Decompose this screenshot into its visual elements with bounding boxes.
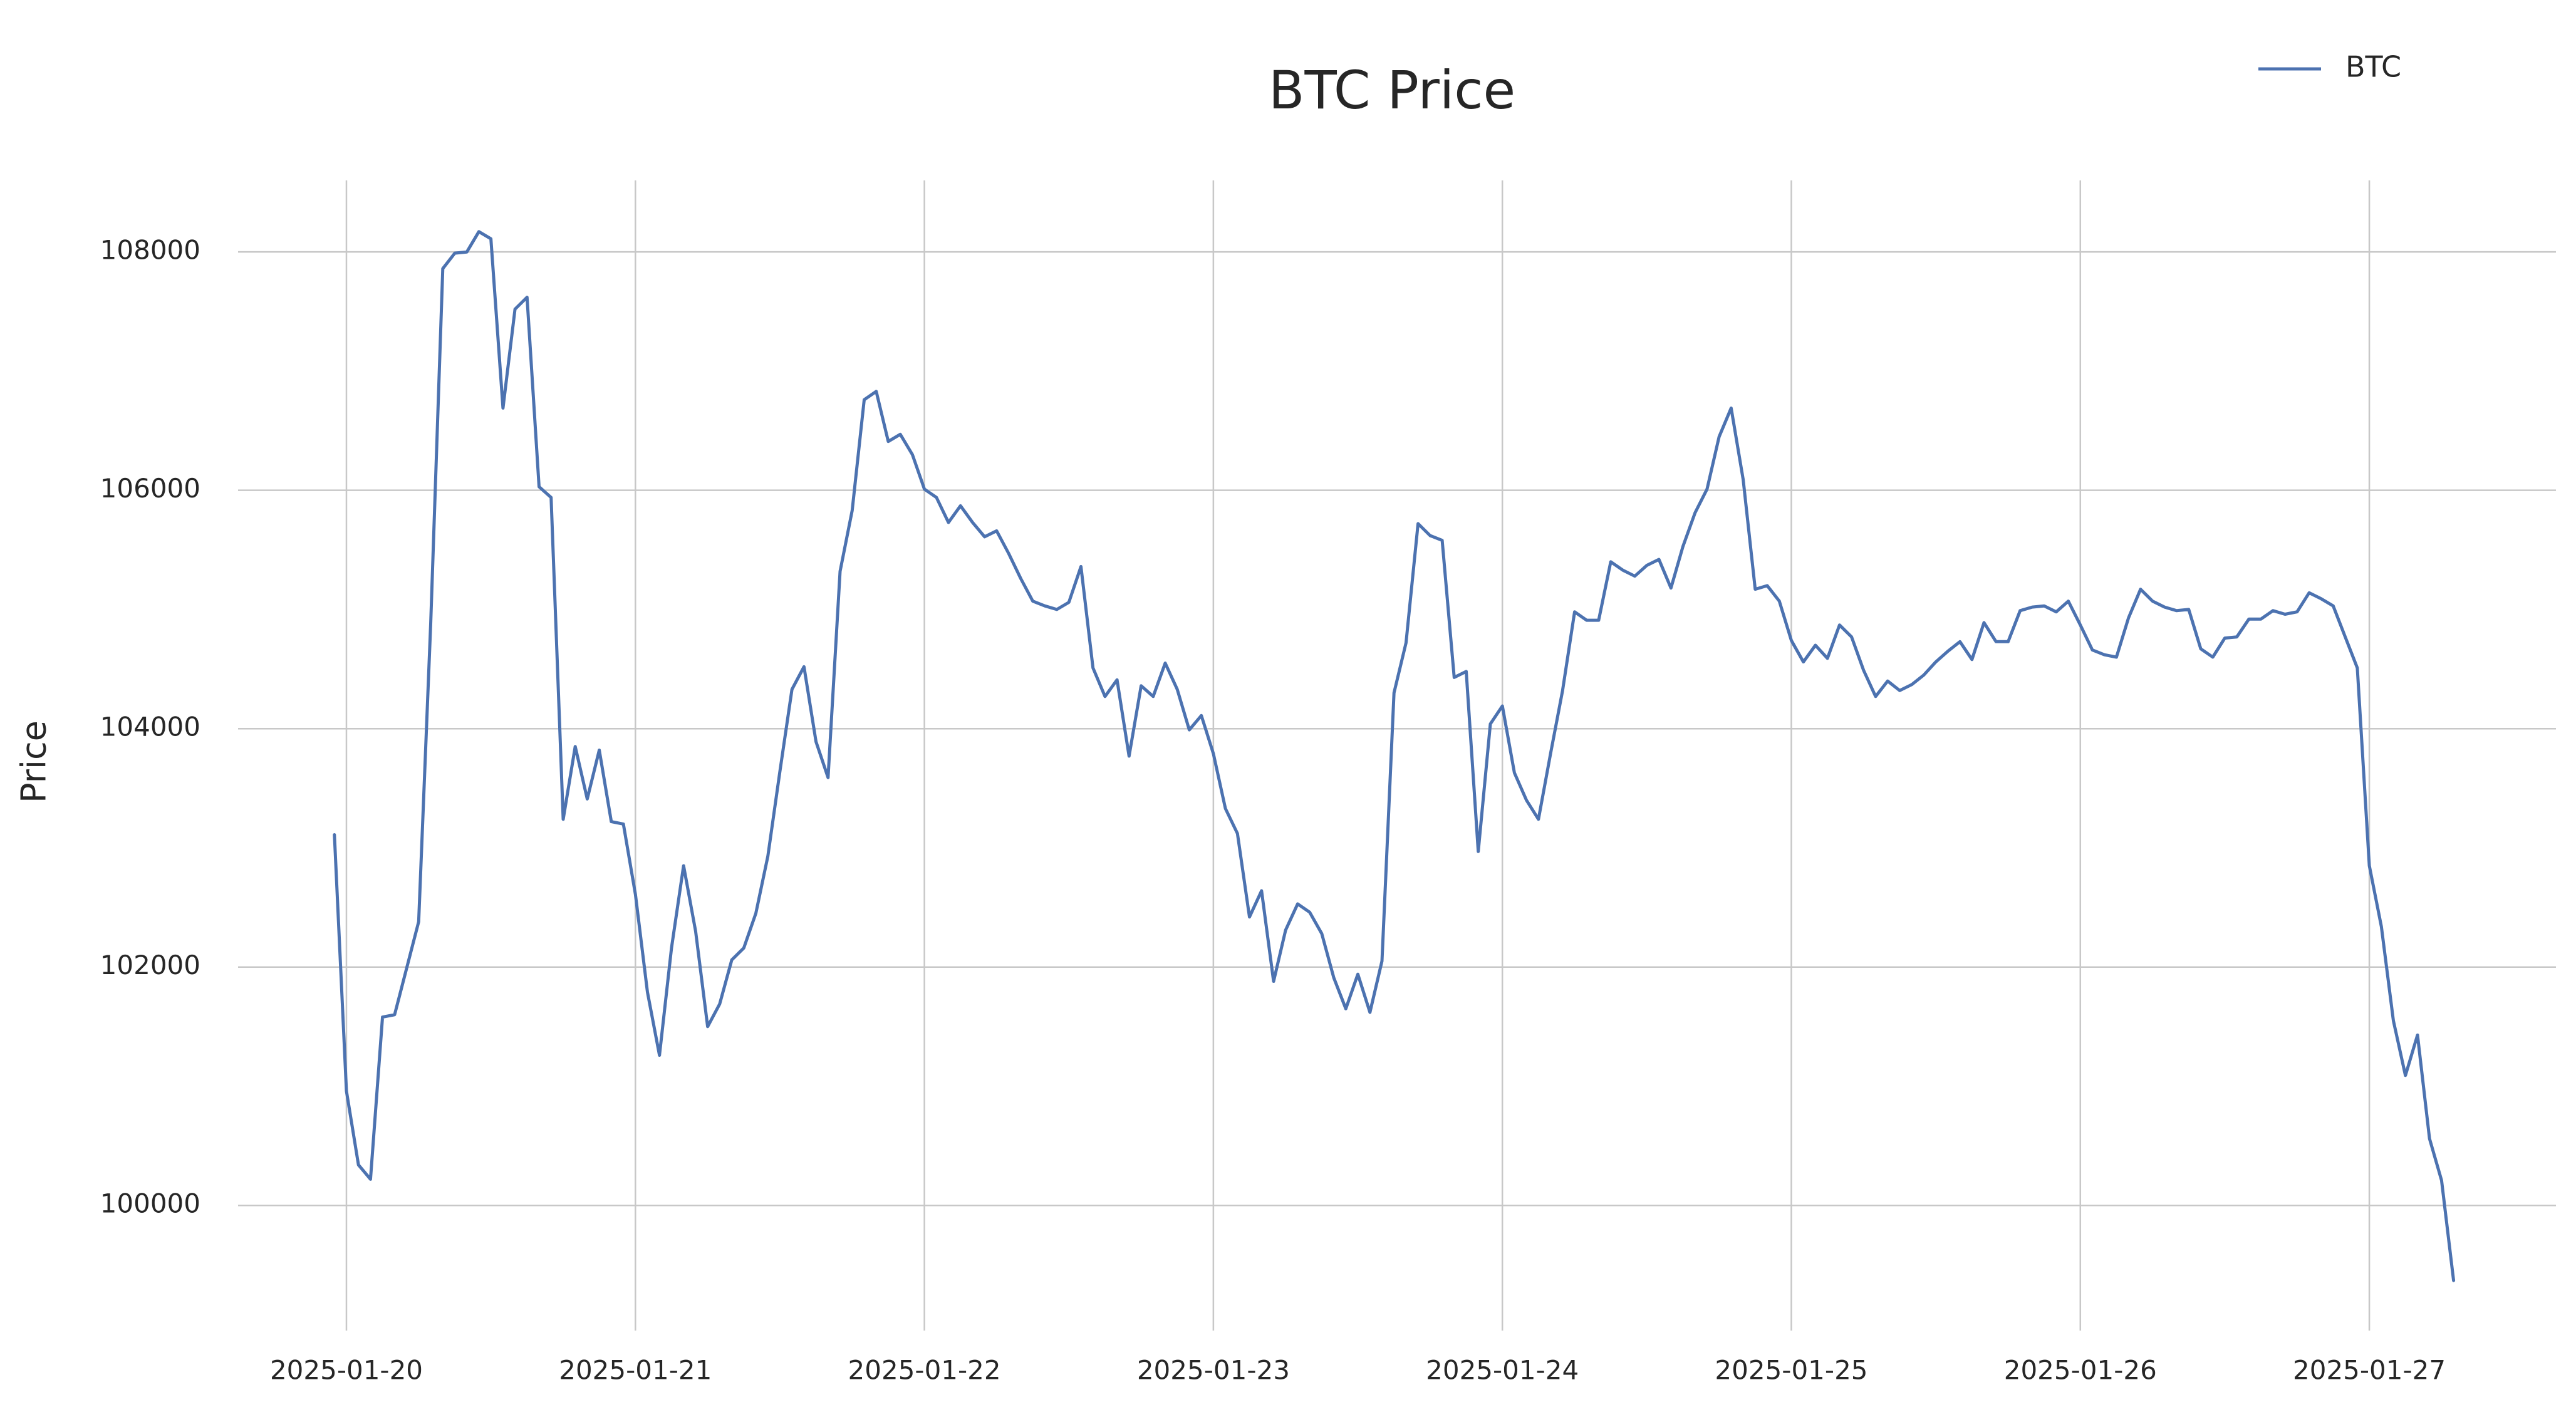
y-tick-label: 106000 <box>100 473 200 504</box>
x-tick-label: 2025-01-24 <box>1426 1355 1579 1386</box>
price-line <box>333 230 2456 1282</box>
x-tick-label: 2025-01-26 <box>2004 1355 2157 1386</box>
plot <box>333 230 2456 1282</box>
y-tick-label: 100000 <box>100 1188 200 1219</box>
chart-title: BTC Price <box>1269 60 1515 121</box>
x-tick-label: 2025-01-23 <box>1137 1355 1290 1386</box>
y-tick-label: 102000 <box>100 950 200 980</box>
y-axis-label: Price <box>14 720 54 803</box>
grid: 100000 102000 104000 106000 108000 2025-01-20… <box>100 180 2556 1386</box>
y-tick-label: 108000 <box>100 235 200 266</box>
legend: BTC <box>2258 50 2401 84</box>
x-tick-label: 2025-01-21 <box>559 1355 712 1386</box>
x-tick-label: 2025-01-22 <box>848 1355 1001 1386</box>
y-tick-label: 104000 <box>100 712 200 742</box>
x-tick-label: 2025-01-25 <box>1715 1355 1867 1386</box>
x-tick-label: 2025-01-27 <box>2293 1355 2446 1386</box>
legend-label: BTC <box>2345 50 2401 84</box>
x-tick-label: 2025-01-20 <box>270 1355 423 1386</box>
